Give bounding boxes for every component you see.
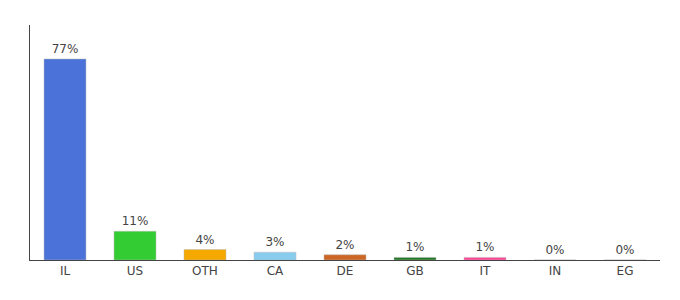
svg-text:IL: IL	[60, 264, 71, 278]
svg-text:DE: DE	[337, 264, 354, 278]
svg-text:0%: 0%	[615, 243, 634, 257]
svg-text:2%: 2%	[335, 238, 354, 252]
svg-text:GB: GB	[406, 264, 424, 278]
svg-text:IN: IN	[549, 264, 562, 278]
svg-text:1%: 1%	[475, 240, 494, 254]
svg-text:OTH: OTH	[192, 264, 218, 278]
svg-text:0%: 0%	[545, 243, 564, 257]
svg-text:IT: IT	[480, 264, 492, 278]
svg-text:US: US	[127, 264, 143, 278]
svg-text:11%: 11%	[122, 214, 149, 228]
svg-text:4%: 4%	[195, 233, 214, 247]
svg-text:77%: 77%	[52, 42, 79, 56]
svg-text:EG: EG	[617, 264, 634, 278]
svg-text:1%: 1%	[405, 240, 424, 254]
svg-text:3%: 3%	[265, 235, 284, 249]
svg-text:CA: CA	[267, 264, 284, 278]
